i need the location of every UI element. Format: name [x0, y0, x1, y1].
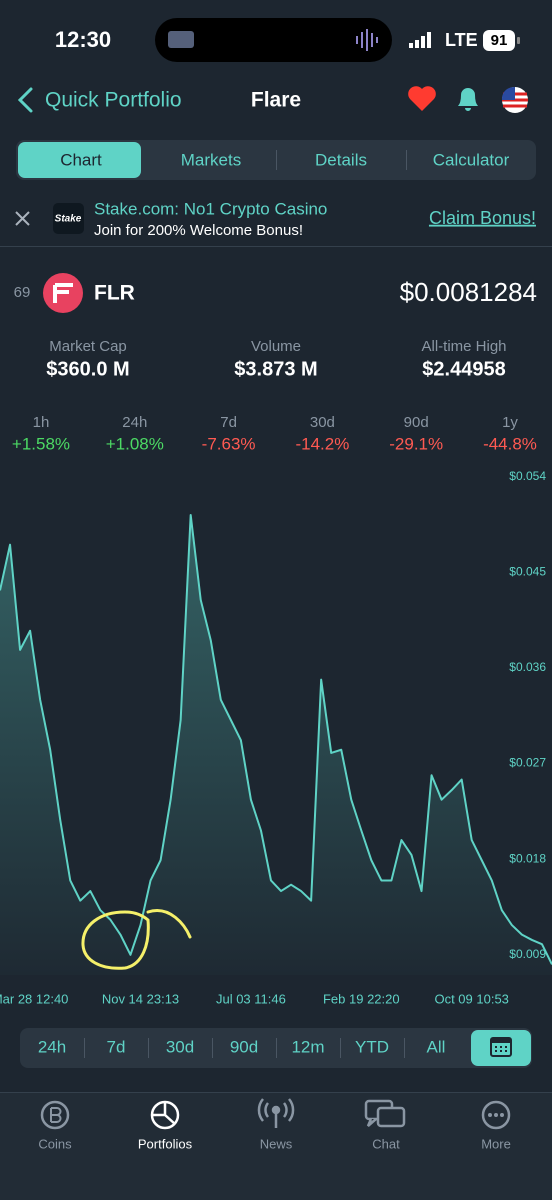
change-value: -29.1% — [389, 434, 443, 453]
change-period: 30d — [310, 414, 335, 431]
change-value: -44.8% — [483, 434, 537, 453]
range-button[interactable]: YTD — [355, 1037, 389, 1056]
battery-tip — [517, 37, 520, 44]
range-divider — [148, 1038, 149, 1058]
tab-divider — [406, 150, 407, 170]
dynamic-island — [155, 18, 392, 62]
tab[interactable]: Calculator — [433, 150, 510, 169]
tab-active-bg — [18, 142, 141, 178]
stat-value: $360.0 M — [46, 358, 129, 380]
tab[interactable]: Details — [315, 150, 367, 169]
ad-cta[interactable]: Claim Bonus! — [429, 208, 536, 228]
range-button[interactable]: 90d — [230, 1037, 258, 1056]
coin-logo-mark — [53, 283, 73, 303]
range-divider — [84, 1038, 85, 1058]
x-tick-label: Nov 14 23:13 — [102, 991, 179, 1006]
island-wave — [356, 29, 378, 51]
stat-label: All-time High — [421, 338, 506, 355]
calendar-icon — [490, 1037, 512, 1057]
y-tick-label: $0.009 — [509, 947, 546, 961]
ad-title[interactable]: Stake.com: No1 Crypto Casino — [94, 199, 327, 218]
range-divider — [340, 1038, 341, 1058]
change-period: 1y — [502, 414, 518, 431]
ad-logo: Stake — [55, 214, 82, 225]
change-value: -14.2% — [295, 434, 349, 453]
back-chevron[interactable] — [17, 87, 33, 113]
stat-label: Market Cap — [49, 338, 127, 355]
bottom-nav-border — [0, 1092, 552, 1093]
stat-value: $2.44958 — [422, 358, 505, 380]
tab[interactable]: Markets — [181, 150, 241, 169]
range-button[interactable]: 24h — [38, 1037, 66, 1056]
nav-item[interactable]: More — [481, 1136, 511, 1151]
range-divider — [404, 1038, 405, 1058]
range-button[interactable]: All — [427, 1037, 446, 1056]
y-tick-label: $0.054 — [509, 469, 546, 483]
change-value: +1.08% — [106, 434, 164, 453]
change-period: 7d — [220, 414, 237, 431]
alert-icon[interactable] — [458, 88, 478, 111]
hand-drawn-circle — [81, 909, 192, 970]
price-line — [0, 513, 552, 965]
back-button[interactable]: Quick Portfolio — [45, 89, 182, 112]
range-button[interactable]: 30d — [166, 1037, 194, 1056]
x-tick-label: Feb 19 22:20 — [323, 991, 400, 1006]
range-button[interactable]: 7d — [107, 1037, 126, 1056]
portfolios-icon — [150, 1100, 180, 1130]
coin-rank: 69 — [14, 284, 31, 301]
y-tick-label: $0.036 — [509, 660, 546, 674]
x-tick-label: Oct 09 10:53 — [434, 991, 508, 1006]
y-tick-label: $0.027 — [509, 756, 546, 770]
change-period: 24h — [122, 414, 147, 431]
nav-item[interactable]: Chat — [372, 1136, 400, 1151]
close-ad[interactable] — [15, 211, 30, 226]
change-value: +1.58% — [12, 434, 70, 453]
more-icon — [481, 1100, 511, 1130]
signal-icon — [409, 32, 431, 48]
separator — [0, 246, 552, 247]
stat-label: Volume — [251, 338, 301, 355]
range-divider — [212, 1038, 213, 1058]
nav-item[interactable]: Portfolios — [138, 1136, 193, 1151]
coin-symbol: FLR — [94, 282, 135, 305]
chat-icon — [364, 1099, 406, 1128]
x-tick-label: Jul 03 11:46 — [216, 991, 286, 1006]
battery-icon — [483, 30, 515, 51]
ad-subtitle: Join for 200% Welcome Bonus! — [94, 222, 303, 239]
coins-icon — [40, 1100, 70, 1130]
battery-level: 91 — [491, 32, 508, 49]
ad-logo-box — [53, 203, 84, 234]
y-tick-label: $0.045 — [509, 564, 546, 578]
change-period: 90d — [404, 414, 429, 431]
tab-divider — [276, 150, 277, 170]
network-label: LTE — [445, 30, 478, 50]
tab[interactable]: Chart — [60, 150, 102, 169]
range-button[interactable]: 12m — [291, 1037, 324, 1056]
news-icon — [257, 1098, 295, 1128]
favorite-icon[interactable] — [408, 86, 436, 111]
y-tick-label: $0.018 — [509, 851, 546, 865]
x-tick-label: Mar 28 12:40 — [0, 991, 68, 1006]
page-title: Flare — [251, 89, 301, 112]
island-art — [168, 31, 194, 48]
change-value: -7.63% — [202, 434, 256, 453]
range-divider — [276, 1038, 277, 1058]
coin-price: $0.0081284 — [400, 277, 537, 307]
change-period: 1h — [33, 414, 50, 431]
flag-icon[interactable] — [501, 86, 528, 113]
price-area — [0, 514, 552, 975]
status-time: 12:30 — [55, 27, 111, 52]
nav-item[interactable]: News — [260, 1136, 293, 1151]
stat-value: $3.873 M — [234, 358, 317, 380]
nav-item[interactable]: Coins — [38, 1136, 72, 1151]
